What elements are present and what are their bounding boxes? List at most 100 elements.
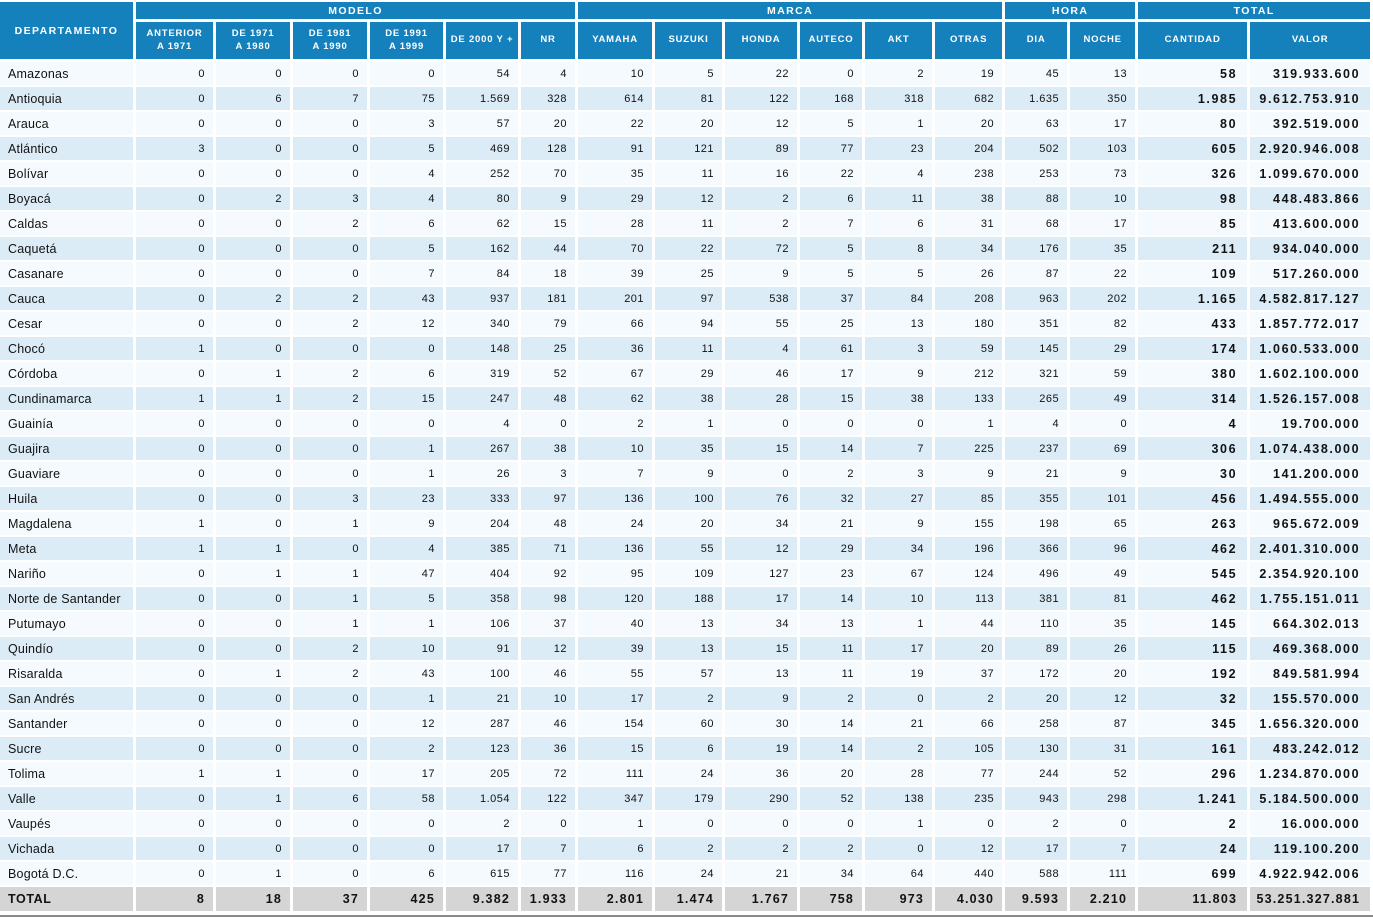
department-cell: Guaviare (0, 462, 136, 487)
department-cell: Vaupés (0, 812, 136, 837)
nr-cell: 38 (521, 437, 579, 462)
yamaha-cell: 136 (578, 487, 656, 512)
noche-cell: 12 (1070, 687, 1139, 712)
nr-cell: 48 (521, 512, 579, 537)
de-1991-1999-cell: 425 (370, 887, 446, 913)
de-1981-1990-cell: 0 (293, 262, 370, 287)
anterior-1971-cell: 0 (136, 362, 216, 387)
de-1971-1980-cell: 1 (216, 762, 293, 787)
de-1991-1999-cell: 43 (370, 287, 446, 312)
column-header-nr: NR (521, 22, 579, 62)
dia-cell: 4 (1005, 412, 1071, 437)
honda-cell: 89 (725, 137, 801, 162)
otras-cell: 38 (935, 187, 1006, 212)
otras-cell: 225 (935, 437, 1006, 462)
nr-cell: 44 (521, 237, 579, 262)
noche-cell: 111 (1070, 862, 1139, 887)
suzuki-cell: 179 (655, 787, 726, 812)
anterior-1971-cell: 0 (136, 287, 216, 312)
noche-cell: 17 (1070, 212, 1139, 237)
suzuki-cell: 6 (655, 737, 726, 762)
akt-cell: 9 (865, 362, 936, 387)
auteco-cell: 2 (800, 462, 866, 487)
noche-cell: 10 (1070, 187, 1139, 212)
cantidad-cell: 32 (1138, 687, 1251, 712)
suzuki-cell: 24 (655, 762, 726, 787)
de-2000-y-mas-cell: 385 (446, 537, 521, 562)
de-1971-1980-cell: 0 (216, 262, 293, 287)
yamaha-cell: 67 (578, 362, 656, 387)
valor-cell: 319.933.600 (1250, 62, 1373, 87)
table-row: Meta 1 1 0 4 385 71 136 55 12 29 34 196 366 96 462 2.401… (0, 537, 1373, 562)
honda-cell: 2 (725, 187, 801, 212)
honda-cell: 46 (725, 362, 801, 387)
department-cell: Risaralda (0, 662, 136, 687)
suzuki-cell: 25 (655, 262, 726, 287)
akt-cell: 5 (865, 262, 936, 287)
valor-cell: 53.251.327.881 (1250, 887, 1373, 913)
de-1991-1999-cell: 0 (370, 812, 446, 837)
dia-cell: 502 (1005, 137, 1071, 162)
de-2000-y-mas-cell: 404 (446, 562, 521, 587)
dia-cell: 496 (1005, 562, 1071, 587)
otras-cell: 44 (935, 612, 1006, 637)
nr-cell: 72 (521, 762, 579, 787)
noche-cell: 65 (1070, 512, 1139, 537)
column-header-noche: NOCHE (1070, 22, 1139, 62)
department-cell: Magdalena (0, 512, 136, 537)
auteco-cell: 14 (800, 437, 866, 462)
honda-cell: 30 (725, 712, 801, 737)
noche-cell: 69 (1070, 437, 1139, 462)
akt-cell: 11 (865, 187, 936, 212)
yamaha-cell: 116 (578, 862, 656, 887)
otras-cell: 682 (935, 87, 1006, 112)
de-1981-1990-cell: 0 (293, 237, 370, 262)
dia-cell: 943 (1005, 787, 1071, 812)
valor-cell: 141.200.000 (1250, 462, 1373, 487)
suzuki-cell: 11 (655, 212, 726, 237)
cantidad-cell: 4 (1138, 412, 1251, 437)
akt-cell: 2 (865, 737, 936, 762)
de-2000-y-mas-cell: 469 (446, 137, 521, 162)
valor-cell: 469.368.000 (1250, 637, 1373, 662)
de-2000-y-mas-cell: 319 (446, 362, 521, 387)
group-header-hora: HORA (1005, 0, 1139, 22)
de-2000-y-mas-cell: 148 (446, 337, 521, 362)
auteco-cell: 20 (800, 762, 866, 787)
otras-cell: 19 (935, 62, 1006, 87)
de-1991-1999-cell: 9 (370, 512, 446, 537)
cantidad-cell: 24 (1138, 837, 1251, 862)
de-1991-1999-cell: 43 (370, 662, 446, 687)
de-1971-1980-cell: 18 (216, 887, 293, 913)
total-label-cell: TOTAL (0, 887, 136, 913)
de-1971-1980-cell: 0 (216, 487, 293, 512)
valor-cell: 5.184.500.000 (1250, 787, 1373, 812)
honda-cell: 17 (725, 587, 801, 612)
de-2000-y-mas-cell: 204 (446, 512, 521, 537)
yamaha-cell: 120 (578, 587, 656, 612)
akt-cell: 8 (865, 237, 936, 262)
de-1991-1999-cell: 4 (370, 537, 446, 562)
de-1991-1999-cell: 5 (370, 137, 446, 162)
suzuki-cell: 24 (655, 862, 726, 887)
otras-cell: 31 (935, 212, 1006, 237)
akt-cell: 28 (865, 762, 936, 787)
nr-cell: 48 (521, 387, 579, 412)
cantidad-cell: 545 (1138, 562, 1251, 587)
akt-cell: 38 (865, 387, 936, 412)
auteco-cell: 29 (800, 537, 866, 562)
otras-cell: 0 (935, 812, 1006, 837)
de-1981-1990-cell: 0 (293, 812, 370, 837)
otras-cell: 208 (935, 287, 1006, 312)
de-1991-1999-cell: 6 (370, 212, 446, 237)
de-1981-1990-cell: 1 (293, 562, 370, 587)
dia-cell: 176 (1005, 237, 1071, 262)
auteco-cell: 7 (800, 212, 866, 237)
otras-cell: 85 (935, 487, 1006, 512)
yamaha-cell: 66 (578, 312, 656, 337)
honda-cell: 28 (725, 387, 801, 412)
nr-cell: 1.933 (521, 887, 579, 913)
cantidad-cell: 433 (1138, 312, 1251, 337)
column-header-de-1991-1999: DE 1991 A 1999 (370, 22, 446, 62)
nr-cell: 328 (521, 87, 579, 112)
